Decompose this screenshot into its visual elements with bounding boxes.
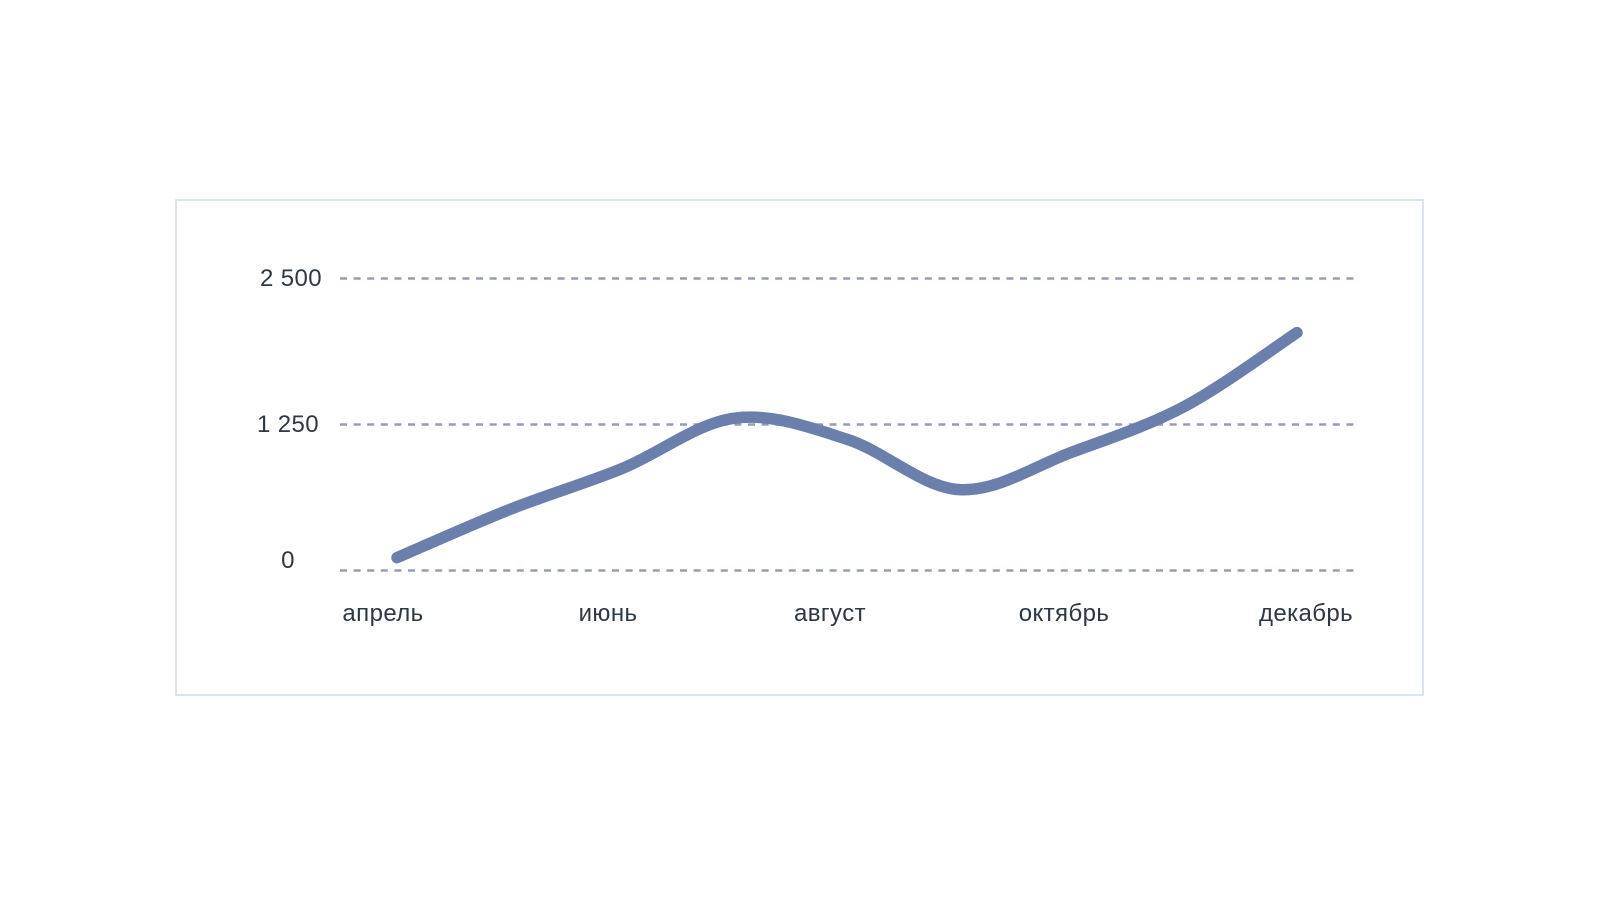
x-tick-april: апрель <box>342 600 424 627</box>
x-tick-december: декабрь <box>1258 600 1354 627</box>
x-tick-october: октябрь <box>1018 600 1110 627</box>
x-tick-june: июнь <box>578 600 638 627</box>
y-tick-0: 0 <box>281 547 295 574</box>
x-tick-august: август <box>794 600 866 627</box>
y-tick-2500: 2 500 <box>259 265 323 292</box>
y-tick-1250: 1 250 <box>256 411 320 438</box>
